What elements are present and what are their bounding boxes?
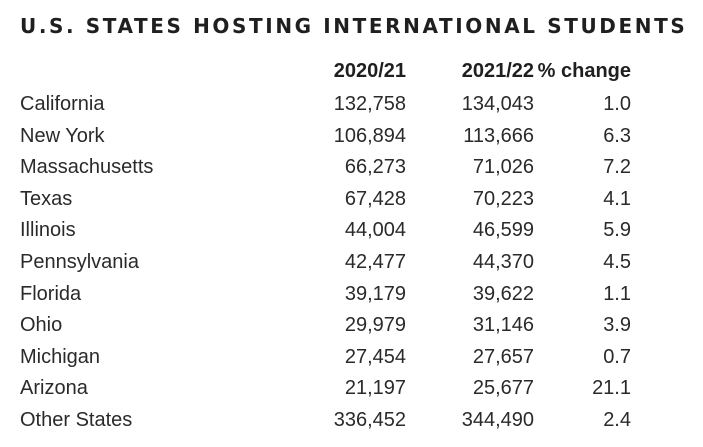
- value-2021-22-cell: 344,490: [461, 409, 534, 431]
- state-cell: Illinois: [20, 219, 76, 242]
- column-header-percent-change: % change: [537, 60, 631, 82]
- value-2021-22-cell: 46,599: [472, 219, 534, 242]
- table-row: Michigan 27,454 27,657 0.7: [20, 346, 660, 378]
- value-2021-22-cell: 27,657: [472, 345, 534, 368]
- state-cell: Massachusetts: [20, 156, 154, 179]
- value-2021-22-cell: 70,223: [472, 187, 534, 210]
- percent-change-cell: 1.0: [603, 93, 631, 115]
- value-2021-22-cell: 113,666: [463, 124, 534, 147]
- table-title: U.S. STATES HOSTING INTERNATIONAL STUDEN…: [20, 14, 688, 38]
- percent-change-cell: 7.2: [603, 156, 631, 179]
- percent-change-cell: 2.4: [603, 409, 631, 431]
- table-row: Ohio 29,979 31,146 3.9: [20, 314, 660, 346]
- percent-change-cell: 6.3: [603, 124, 631, 147]
- column-header-2021-22: 2021/22: [461, 60, 534, 82]
- state-cell: California: [20, 93, 105, 115]
- value-2020-21-cell: 27,454: [344, 345, 406, 368]
- table-row: Illinois 44,004 46,599 5.9: [20, 219, 660, 251]
- table-header: 2020/21 2021/22 % change: [20, 60, 660, 90]
- value-2020-21-cell: 21,197: [344, 377, 406, 400]
- table-row: Texas 67,428 70,223 4.1: [20, 188, 660, 220]
- table-row: California 132,758 134,043 1.0: [20, 93, 660, 125]
- state-cell: Florida: [20, 282, 82, 305]
- percent-change-cell: 1.1: [603, 282, 631, 305]
- table-row: New York 106,894 113,666 6.3: [20, 125, 660, 157]
- value-2020-21-cell: 336,452: [333, 409, 406, 431]
- value-2021-22-cell: 44,370: [472, 251, 534, 273]
- state-cell: Pennsylvania: [20, 251, 139, 273]
- state-cell: Other States: [20, 409, 133, 431]
- table-row: Arizona 21,197 25,677 21.1: [20, 377, 660, 409]
- percent-change-cell: 3.9: [603, 314, 631, 337]
- percent-change-cell: 4.5: [603, 251, 631, 273]
- table-row: Massachusetts 66,273 71,026 7.2: [20, 156, 660, 188]
- value-2021-22-cell: 134,043: [461, 93, 534, 115]
- value-2020-21-cell: 132,758: [333, 93, 406, 115]
- state-cell: Ohio: [20, 314, 63, 337]
- value-2021-22-cell: 71,026: [472, 156, 534, 179]
- column-header-2020-21: 2020/21: [333, 60, 406, 82]
- value-2020-21-cell: 66,273: [344, 156, 406, 179]
- value-2021-22-cell: 25,677: [472, 377, 534, 400]
- state-cell: Michigan: [20, 345, 101, 368]
- percent-change-cell: 5.9: [603, 219, 631, 242]
- state-cell: New York: [20, 124, 105, 147]
- value-2020-21-cell: 29,979: [344, 314, 406, 337]
- table-row: Pennsylvania 42,477 44,370 4.5: [20, 251, 660, 283]
- state-cell: Arizona: [20, 377, 88, 400]
- value-2020-21-cell: 44,004: [344, 219, 406, 242]
- state-cell: Texas: [20, 187, 73, 210]
- percent-change-cell: 0.7: [603, 345, 631, 368]
- percent-change-cell: 21.1: [592, 377, 631, 400]
- value-2021-22-cell: 39,622: [472, 282, 534, 305]
- table-row: Other States 336,452 344,490 2.4: [20, 409, 660, 441]
- value-2020-21-cell: 39,179: [344, 282, 406, 305]
- value-2020-21-cell: 106,894: [333, 124, 406, 147]
- value-2021-22-cell: 31,146: [472, 314, 534, 337]
- value-2020-21-cell: 42,477: [344, 251, 406, 273]
- value-2020-21-cell: 67,428: [344, 187, 406, 210]
- percent-change-cell: 4.1: [603, 187, 631, 210]
- table-row: Florida 39,179 39,622 1.1: [20, 283, 660, 315]
